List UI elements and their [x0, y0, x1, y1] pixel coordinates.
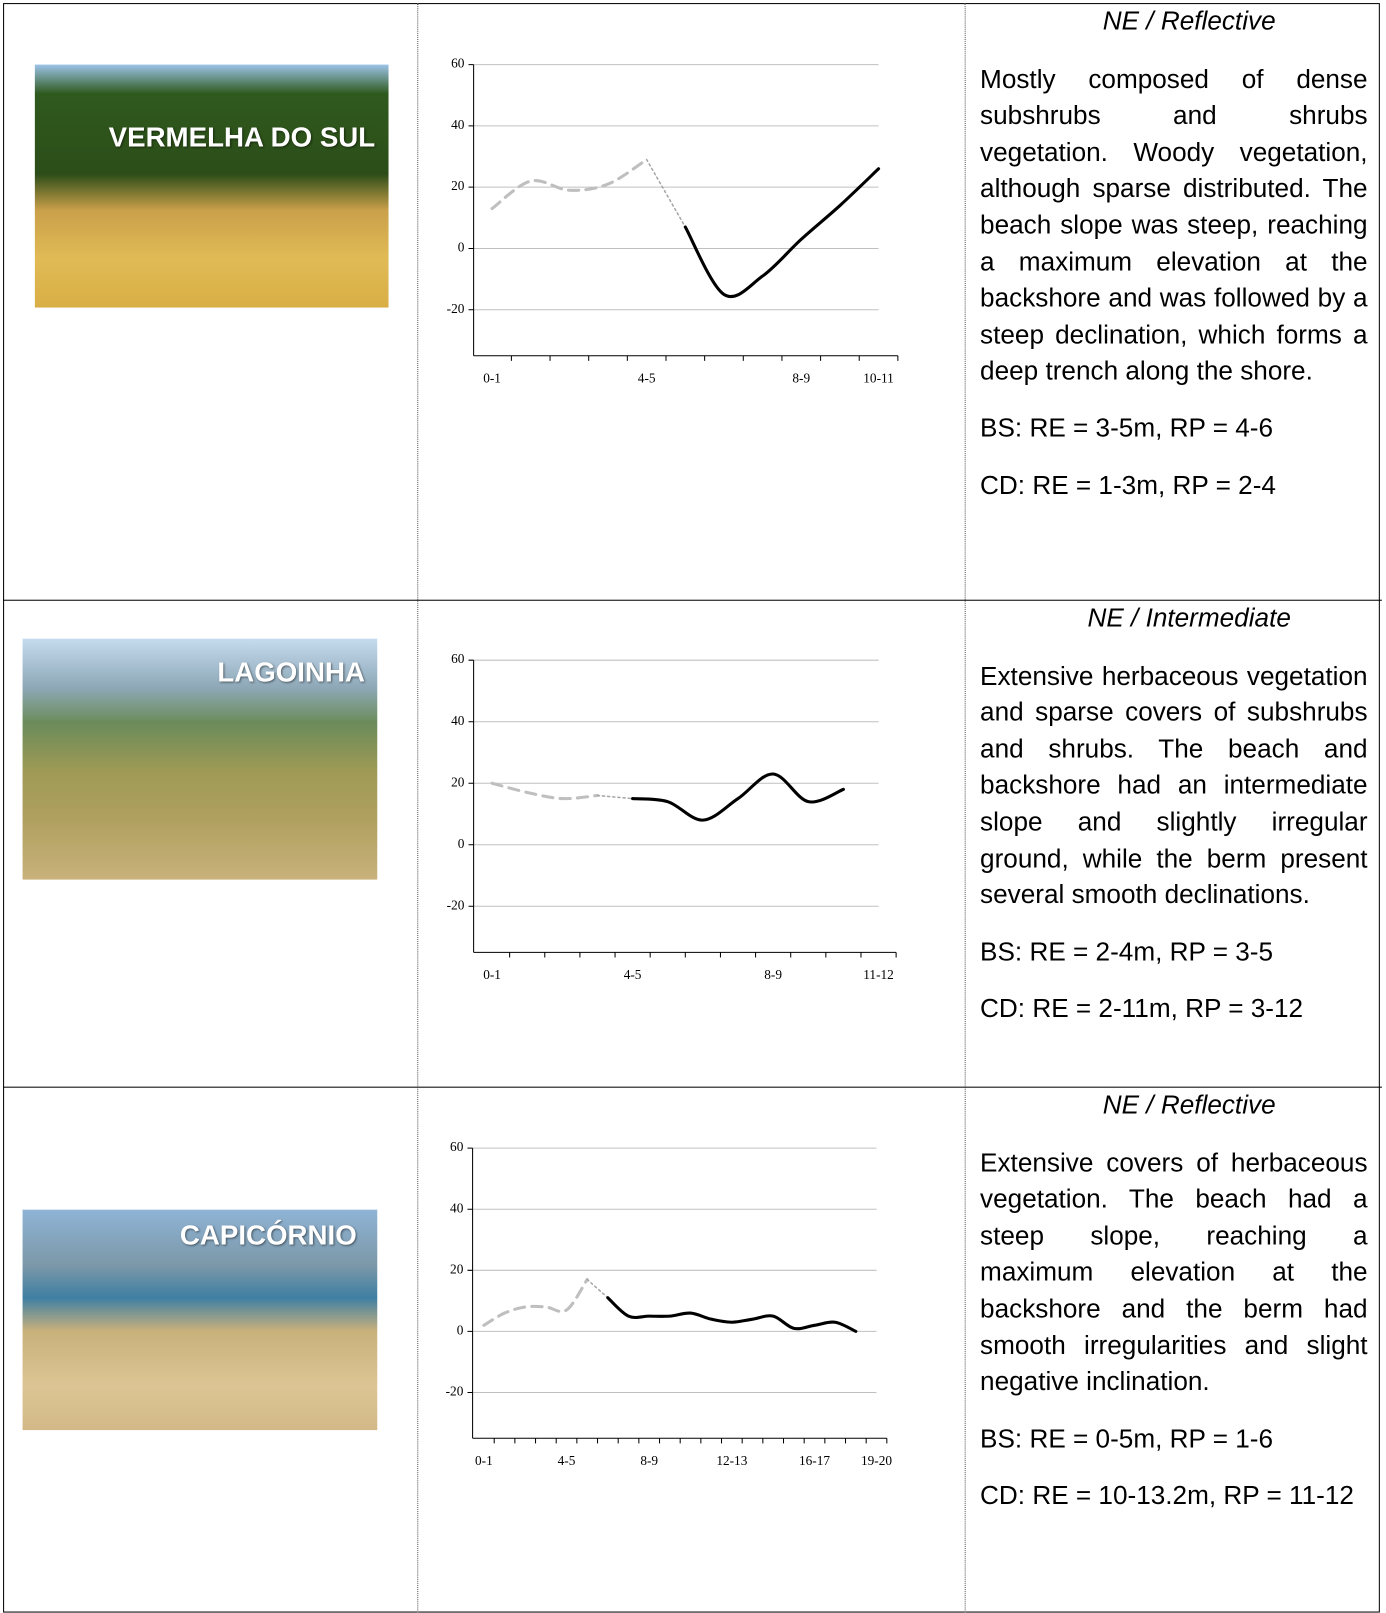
- y-tick-label: 20: [451, 178, 465, 193]
- chart: -20 0 20 40 60 0-1 4-5 8-9 10-11: [417, 0, 964, 600]
- photo-label: LAGOINHA: [217, 657, 365, 689]
- x-tick-label: 10-11: [863, 370, 894, 385]
- chart: -20 0 20 40 60 0-1 4-5 8-9 12-13 16-17 19-20: [417, 1087, 964, 1607]
- paragraph: Mostly composed of dense subshrubs and s…: [980, 62, 1368, 390]
- y-tick-label: -20: [446, 1384, 464, 1399]
- photo: LAGOINHA: [23, 639, 378, 880]
- paragraph: Extensive covers of herbaceous vegetatio…: [980, 1146, 1368, 1401]
- x-tick-label: 4-5: [558, 1453, 576, 1468]
- bs-line: BS: RE = 0-5m, RP = 1-6: [980, 1422, 1368, 1458]
- y-tick-label: 60: [450, 1139, 464, 1154]
- y-tick-label: 40: [451, 117, 465, 132]
- description: NE / Reflective Extensive covers of herb…: [980, 1088, 1368, 1536]
- x-tick-label: 11-12: [863, 967, 894, 982]
- y-tick-label: 20: [451, 774, 465, 789]
- chart: -20 0 20 40 60 0-1 4-5 8-9 11-12: [417, 600, 964, 1087]
- page: VERMELHA DO SUL LAGOINHA CAPICÓRNIO -20 0…: [0, 0, 1386, 1606]
- description: NE / Intermediate Extensive herbaceous v…: [980, 601, 1368, 1049]
- y-tick-label: 60: [451, 56, 465, 71]
- series-line: [492, 783, 597, 798]
- y-tick-label: -20: [447, 897, 465, 912]
- heading: NE / Intermediate: [980, 601, 1368, 637]
- y-tick-label: 40: [451, 713, 465, 728]
- bs-line: BS: RE = 3-5m, RP = 4-6: [980, 411, 1368, 447]
- cd-line: CD: RE = 10-13.2m, RP = 11-12: [980, 1479, 1368, 1515]
- paragraph: Extensive herbaceous vegetation and spar…: [980, 659, 1368, 914]
- cd-line: CD: RE = 2-11m, RP = 3-12: [980, 992, 1368, 1028]
- x-tick-label: 12-13: [716, 1453, 747, 1468]
- x-tick-label: 4-5: [624, 967, 642, 982]
- series-line: [608, 1298, 856, 1332]
- x-tick-label: 0-1: [475, 1453, 493, 1468]
- series-line: [633, 774, 844, 820]
- heading: NE / Reflective: [980, 4, 1368, 40]
- photo-label: CAPICÓRNIO: [180, 1220, 357, 1252]
- x-tick-label: 0-1: [483, 370, 501, 385]
- series-line: [597, 796, 632, 799]
- series-line: [587, 1279, 608, 1297]
- y-tick-label: 0: [458, 836, 465, 851]
- x-tick-label: 8-9: [764, 967, 782, 982]
- y-tick-label: 0: [458, 240, 465, 255]
- x-tick-label: 4-5: [638, 370, 656, 385]
- series-line: [492, 160, 647, 209]
- x-tick-label: 8-9: [640, 1453, 658, 1468]
- x-tick-label: 0-1: [483, 967, 501, 982]
- y-tick-label: 60: [451, 651, 465, 666]
- photo: VERMELHA DO SUL: [35, 65, 389, 308]
- y-tick-label: 40: [450, 1200, 464, 1215]
- photo: CAPICÓRNIO: [23, 1210, 378, 1430]
- y-tick-label: -20: [447, 301, 465, 316]
- x-tick-label: 19-20: [861, 1453, 892, 1468]
- heading: NE / Reflective: [980, 1088, 1368, 1124]
- series-line: [484, 1279, 587, 1325]
- description: NE / Reflective Mostly composed of dense…: [980, 4, 1368, 525]
- series-line: [685, 169, 878, 297]
- y-tick-label: 20: [450, 1261, 464, 1276]
- y-tick-label: 0: [457, 1322, 464, 1337]
- photo-label: VERMELHA DO SUL: [109, 122, 376, 154]
- bs-line: BS: RE = 2-4m, RP = 3-5: [980, 935, 1368, 971]
- cd-line: CD: RE = 1-3m, RP = 2-4: [980, 468, 1368, 504]
- series-line: [647, 160, 686, 227]
- column-divider: [965, 3, 966, 1612]
- x-tick-label: 8-9: [792, 370, 810, 385]
- x-tick-label: 16-17: [799, 1453, 830, 1468]
